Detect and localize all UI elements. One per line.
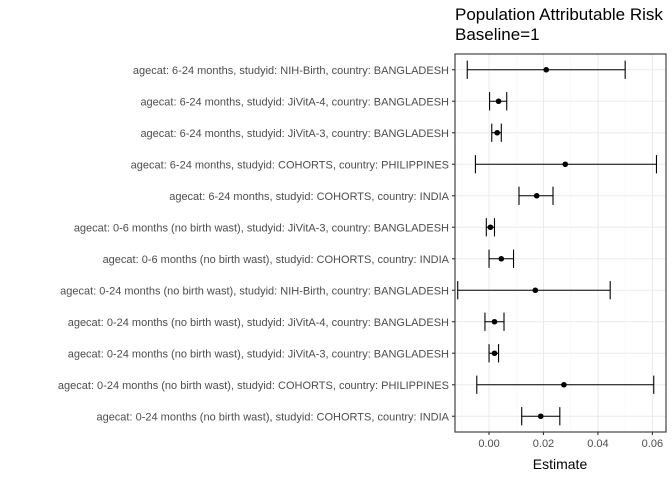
category-label: agecat: 6-24 months, studyid: NIH-Birth,… xyxy=(133,65,449,77)
category-label: agecat: 0-6 months (no birth wast), stud… xyxy=(103,254,450,266)
estimate-point xyxy=(498,255,505,262)
category-label: agecat: 0-24 months (no birth wast), stu… xyxy=(60,285,449,297)
estimate-point xyxy=(561,381,567,388)
x-tick-label: 0.04 xyxy=(587,438,608,450)
estimate-point xyxy=(494,129,501,136)
panel-border-rect xyxy=(454,53,667,433)
estimate-point xyxy=(491,350,498,357)
x-axis: 0.00 0.02 0.04 0.06 xyxy=(478,432,663,450)
category-label: agecat: 6-24 months, studyid: JiVitA-4, … xyxy=(140,96,449,108)
chart-title: Population Attributable Risk xyxy=(455,5,663,24)
category-label: agecat: 0-24 months (no birth wast), stu… xyxy=(96,411,449,423)
category-label: agecat: 0-24 months (no birth wast), stu… xyxy=(68,348,449,360)
estimate-point xyxy=(562,161,569,168)
estimate-point xyxy=(495,98,502,105)
category-label: agecat: 0-24 months (no birth wast), stu… xyxy=(68,317,449,329)
chart-subtitle: Baseline=1 xyxy=(455,25,540,44)
category-label: agecat: 6-24 months, studyid: COHORTS, c… xyxy=(131,159,449,171)
estimate-point xyxy=(487,224,494,231)
x-tick-label: 0.02 xyxy=(533,438,554,450)
estimate-points xyxy=(487,66,569,420)
category-label: agecat: 0-24 months (no birth wast), stu… xyxy=(58,380,449,392)
plot-panel-background xyxy=(455,54,666,432)
category-label: agecat: 0-6 months (no birth wast), stud… xyxy=(74,222,449,234)
estimate-point xyxy=(533,192,540,199)
panel-background xyxy=(455,54,666,432)
x-axis-title: Estimate xyxy=(533,456,588,472)
estimate-point xyxy=(491,318,498,325)
estimate-point xyxy=(532,287,539,294)
x-tick-label: 0.06 xyxy=(642,438,663,450)
category-label: agecat: 6-24 months, studyid: JiVitA-3, … xyxy=(140,128,449,140)
plot-panel-border xyxy=(454,53,667,433)
y-axis-labels: agecat: 6-24 months, studyid: NIH-Birth,… xyxy=(58,65,455,423)
x-tick-label: 0.00 xyxy=(478,438,499,450)
estimate-point xyxy=(543,66,550,73)
category-label: agecat: 6-24 months, studyid: COHORTS, c… xyxy=(169,191,449,203)
estimate-point xyxy=(537,413,544,420)
